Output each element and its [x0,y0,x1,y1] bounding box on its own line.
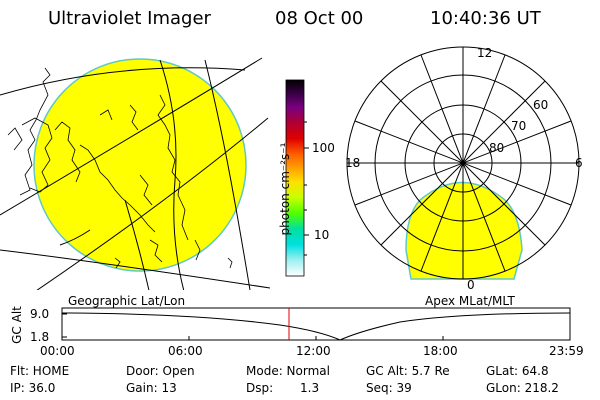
dsp-label: Dsp: [246,381,274,395]
x-tick-1800: 18:00 [423,344,458,358]
latlon-grid [0,57,270,290]
polar-plot [346,46,580,280]
dsp-value: 1.3 [300,381,320,395]
mlt-label-0: 0 [467,278,475,292]
time-label: 10:40:36 UT [430,8,541,29]
apex-label: Apex MLat/MLT [425,294,515,308]
gain-info: Gain: 13 [126,381,177,395]
x-tick-0600: 06:00 [168,344,203,358]
colorbar-ticks [304,121,309,256]
lat-label-60: 60 [533,98,549,112]
earth-disk [33,58,247,272]
instrument-title: Ultraviolet Imager [48,8,211,29]
altitude-curve [62,312,571,341]
door-info: Door: Open [126,364,195,378]
x-tick-0000: 00:00 [40,344,75,358]
geographic-label: Geographic Lat/Lon [68,294,186,308]
colorbar [285,79,305,277]
gc-alt-info: GC Alt: 5.7 Re [366,364,450,378]
lat-label-80: 80 [489,141,505,155]
flt-info: Flt: HOME [10,364,70,378]
colorbar-unit-label: photon cm⁻²s⁻¹ [278,142,292,236]
colorbar-tick-10: 10 [314,228,330,242]
seq-info: Seq: 39 [366,381,412,395]
x-tick-1200: 12:00 [296,344,331,358]
altitude-y-tick-9: 9.0 [30,307,50,321]
colorbar-tick-100: 100 [312,141,335,155]
auroral-oval [405,181,523,280]
mlt-label-6: 6 [575,156,583,170]
ip-info: IP: 36.0 [10,381,56,395]
glon-info: GLon: 218.2 [486,381,559,395]
glat-info: GLat: 64.8 [486,364,549,378]
altitude-y-tick-1: 1.8 [30,330,50,344]
coastlines [7,67,233,269]
mlt-label-18: 18 [345,156,361,170]
geographic-map [0,57,270,290]
altitude-plot [61,307,571,341]
altitude-y-label: GC Alt [10,306,24,344]
x-tick-2359: 23:59 [549,344,584,358]
mlt-label-12: 12 [477,46,493,60]
mode-info: Mode: Normal [246,364,330,378]
date-label: 08 Oct 00 [275,8,364,29]
lat-label-70: 70 [511,119,527,133]
